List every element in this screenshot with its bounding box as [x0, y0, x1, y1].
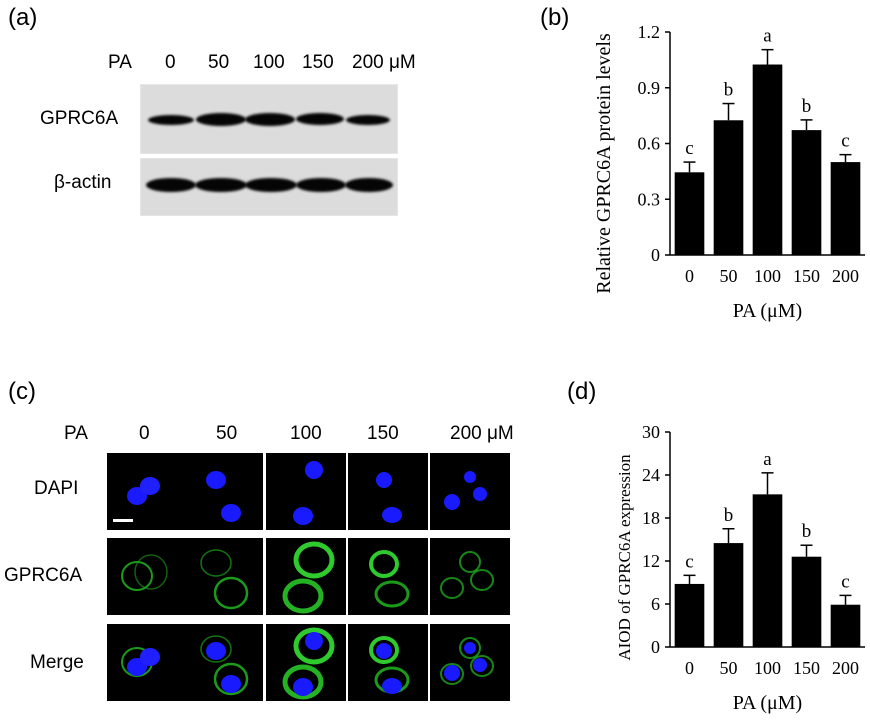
if-row-merge-label: Merge [30, 652, 84, 673]
gprc6a-image-0 [107, 538, 187, 615]
chart-d-significance-letter: c [685, 551, 693, 572]
blot-lane-200: 200 μM [352, 52, 416, 73]
chart-b-significance-letter: a [763, 26, 772, 47]
chart-d-category-label: 0 [685, 658, 694, 678]
gprc6a-band-150 [296, 113, 344, 125]
if-col-200: 200 μM [450, 423, 514, 444]
blot-treatment-label: PA [108, 52, 132, 73]
chart-b-ytick-label: 1.2 [638, 22, 661, 42]
chart-d-significance-letter: c [841, 571, 849, 592]
actin-band-50 [195, 178, 247, 192]
chart-d-category-label: 200 [832, 658, 859, 678]
dapi-image-100 [266, 453, 346, 530]
actin-blot [140, 158, 398, 216]
chart-b-significance-letter: b [724, 80, 734, 101]
blot-lane-150: 150 [302, 52, 334, 73]
chart-d-significance-letter: a [763, 449, 772, 470]
panel-a-label: (a) [8, 4, 38, 31]
actin-band-150 [296, 178, 346, 192]
if-col-0: 0 [139, 423, 150, 444]
chart-d-ytick-label: 30 [642, 422, 660, 442]
chart-d-category-label: 50 [720, 658, 738, 678]
chart-d-bar [713, 543, 744, 647]
gprc6a-image-100 [266, 538, 346, 615]
actin-band-100 [245, 178, 297, 192]
if-col-150: 150 [367, 423, 399, 444]
gprc6a-band-100 [245, 113, 295, 126]
chart-d-ytick-label: 18 [642, 508, 660, 528]
chart-d-bar [830, 604, 861, 647]
chart-d-ytick-label: 6 [651, 594, 660, 614]
blot-row-actin-label: β-actin [54, 172, 112, 193]
gprc6a-band-200 [346, 115, 390, 125]
dapi-image-150 [348, 453, 428, 530]
dapi-image-50 [183, 453, 263, 530]
merge-image-200 [430, 624, 510, 701]
chart-d-category-label: 150 [793, 658, 820, 678]
actin-band-200 [345, 178, 393, 192]
chart-d-ytick-label: 0 [651, 637, 660, 657]
if-col-100: 100 [290, 423, 322, 444]
chart-b-ytick-label: 0 [651, 245, 660, 265]
chart-b-significance-letter: c [685, 138, 693, 159]
chart-b-bar [713, 120, 744, 255]
merge-image-50 [183, 624, 263, 701]
chart-b-bar [752, 64, 783, 255]
chart-b-ytick-label: 0.6 [638, 134, 661, 154]
gprc6a-image-200 [430, 538, 510, 615]
chart-b: 0 0.3 0.6 0.9 1.2 c 0 b 50 a 100 b 150 c 200 PA (μM) Rel… [593, 22, 865, 322]
actin-band-0 [146, 178, 196, 192]
chart-d-bar [752, 494, 783, 647]
panel-d-label: (d) [567, 378, 597, 405]
chart-d-y-axis-title: AIOD of GPRC6A expression [615, 454, 634, 661]
blot-lane-50: 50 [208, 52, 230, 73]
if-row-gprc6a-label: GPRC6A [4, 565, 83, 586]
gprc6a-blot [140, 84, 398, 154]
chart-d-ytick-label: 24 [642, 465, 660, 485]
chart-b-category-label: 200 [832, 266, 859, 286]
chart-d: 0 6 12 18 24 30 c 0 b 50 a 100 b 150 c 200 PA (μM) AIOD o… [615, 422, 865, 714]
if-row-dapi-label: DAPI [34, 478, 79, 499]
chart-b-category-label: 150 [793, 266, 820, 286]
gprc6a-image-150 [348, 538, 428, 615]
chart-b-bar [830, 162, 861, 255]
panel-b-label: (b) [540, 4, 570, 31]
chart-d-bar [674, 583, 705, 647]
gprc6a-band-0 [148, 115, 194, 125]
chart-b-ytick-label: 0.9 [638, 78, 661, 98]
if-treatment-label: PA [64, 423, 88, 444]
chart-b-category-label: 0 [685, 266, 694, 286]
merge-image-100 [266, 624, 346, 701]
chart-d-significance-letter: b [802, 521, 812, 542]
blot-lane-0: 0 [165, 52, 176, 73]
merge-image-0 [107, 624, 187, 701]
gprc6a-image-50 [183, 538, 263, 615]
dapi-image-200 [430, 453, 510, 530]
chart-d-x-axis-title: PA (μM) [733, 692, 802, 714]
chart-b-y-axis-title: Relative GPRC6A protein levels [593, 33, 615, 294]
chart-b-category-label: 100 [754, 266, 781, 286]
dapi-image-0 [107, 453, 187, 530]
chart-d-significance-letter: b [724, 505, 734, 526]
chart-b-significance-letter: c [841, 131, 849, 152]
merge-image-150 [348, 624, 428, 701]
if-col-50: 50 [216, 423, 238, 444]
chart-d-ytick-label: 12 [642, 551, 660, 571]
gprc6a-band-50 [196, 113, 246, 126]
chart-b-x-axis-title: PA (μM) [733, 300, 802, 322]
chart-d-category-label: 100 [754, 658, 781, 678]
chart-b-bar [791, 130, 822, 255]
panel-c-label: (c) [8, 378, 36, 405]
chart-b-ytick-label: 0.3 [638, 189, 661, 209]
chart-b-category-label: 50 [720, 266, 738, 286]
blot-row-gprc6a-label: GPRC6A [40, 108, 119, 129]
chart-b-significance-letter: b [802, 96, 812, 117]
chart-b-bar [674, 172, 705, 255]
chart-d-bar [791, 556, 822, 647]
blot-lane-100: 100 [253, 52, 285, 73]
